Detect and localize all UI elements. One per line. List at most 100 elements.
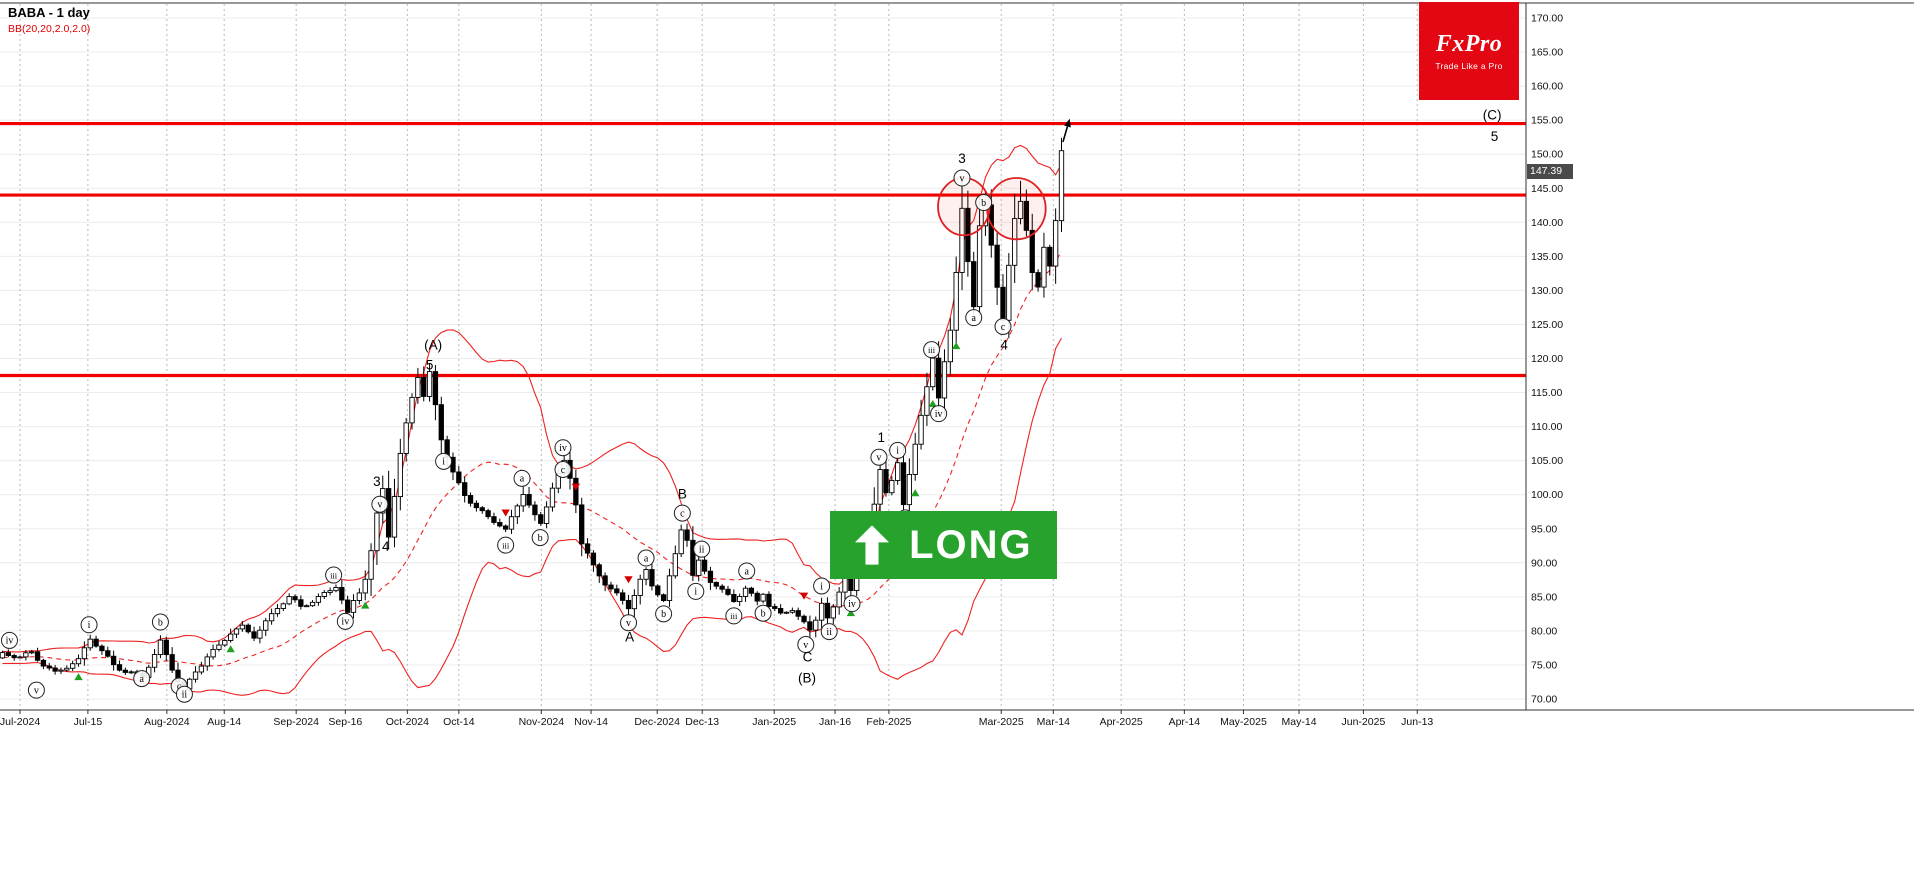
candle xyxy=(263,617,269,637)
candle xyxy=(192,666,199,683)
candle xyxy=(690,526,696,581)
candle xyxy=(409,393,415,430)
candle xyxy=(1058,137,1065,233)
candle xyxy=(491,512,497,525)
wave-label: i xyxy=(896,446,899,457)
wave-label: ii xyxy=(182,690,188,701)
wave-label-circle xyxy=(813,577,831,595)
candle xyxy=(403,418,409,462)
long-signal-banner: LONG xyxy=(830,511,1058,580)
wave-label: a xyxy=(139,674,144,685)
price-tick-label: 80.00 xyxy=(1531,625,1557,637)
candle xyxy=(947,317,953,376)
candle xyxy=(508,509,515,534)
current-price-tag: 147.39 xyxy=(1527,164,1573,180)
wave-label: 5 xyxy=(1491,129,1499,144)
time-tick-label: Aug-14 xyxy=(207,716,241,728)
wave-label-circle xyxy=(820,623,838,641)
candle xyxy=(245,623,251,634)
price-tick-label: 145.00 xyxy=(1531,183,1563,195)
wave-label: 3 xyxy=(373,474,381,489)
candle xyxy=(397,438,403,511)
time-tick-label: Dec-13 xyxy=(685,716,719,728)
wave-label-circle xyxy=(531,529,549,547)
wave-label: a xyxy=(971,313,976,324)
wave-label: v xyxy=(960,173,965,184)
wave-label: iii xyxy=(502,540,510,550)
candle xyxy=(725,585,731,596)
wave-label: b xyxy=(661,609,666,620)
time-tick-label: Jan-2025 xyxy=(752,716,796,728)
candle xyxy=(801,614,807,624)
candle xyxy=(813,616,819,638)
candle xyxy=(58,667,64,674)
wave-label: 3 xyxy=(958,151,966,166)
candle xyxy=(11,653,17,661)
candle xyxy=(1041,232,1047,298)
candle xyxy=(438,396,444,457)
candle xyxy=(350,594,357,619)
time-tick-label: May-2025 xyxy=(1220,716,1267,728)
candle xyxy=(362,570,368,601)
candle xyxy=(631,589,638,618)
wave-label: iii xyxy=(730,611,738,621)
candle xyxy=(994,232,1000,305)
candle xyxy=(385,470,392,550)
wave-label: 5 xyxy=(426,357,434,372)
candle xyxy=(818,597,825,629)
candle xyxy=(549,482,556,512)
candle xyxy=(268,608,275,625)
wave-label: v xyxy=(34,685,39,696)
wave-label: (B) xyxy=(798,671,816,686)
sell-arrow-icon xyxy=(624,576,633,584)
price-axis[interactable]: 170.00 165.00 160.00 155.00 150.00 145.00 140.… xyxy=(1531,13,1563,706)
bb-middle-band xyxy=(2,250,1062,667)
time-tick-label: Nov-14 xyxy=(574,716,608,728)
candle xyxy=(579,497,585,557)
candle xyxy=(824,597,831,624)
wave-label: v xyxy=(377,500,382,511)
candle xyxy=(467,492,474,507)
candle xyxy=(696,554,702,582)
candle xyxy=(233,627,240,639)
time-tick-label: Sep-2024 xyxy=(273,716,319,728)
price-tick-label: 110.00 xyxy=(1531,421,1562,433)
time-tick-label: Mar-2025 xyxy=(979,716,1024,728)
price-tick-label: 120.00 xyxy=(1531,353,1563,365)
candle xyxy=(415,368,421,404)
wave-label: b xyxy=(761,608,766,619)
logo-brand-text: FxPro xyxy=(1435,31,1503,57)
wave-label-circle xyxy=(687,582,705,600)
candle xyxy=(309,600,316,607)
wave-label: v xyxy=(876,453,881,464)
price-tick-label: 100.00 xyxy=(1531,489,1563,501)
candle xyxy=(93,635,99,648)
resistance-lines-layer xyxy=(0,121,1526,378)
wave-label: C xyxy=(803,649,813,664)
time-tick-label: Apr-2025 xyxy=(1100,716,1143,728)
candle xyxy=(625,594,632,618)
projection-arrow-head xyxy=(1064,118,1071,128)
time-axis[interactable]: Jul-2024 Jul-15 Aug-2024 Aug-14 Sep-2024 Sep-… xyxy=(0,710,1433,728)
price-tick-label: 105.00 xyxy=(1531,455,1563,467)
wave-label-circle xyxy=(738,562,756,580)
candle xyxy=(754,591,760,606)
wave-label: B xyxy=(678,487,687,502)
candle xyxy=(795,607,801,620)
grid-layer xyxy=(0,4,1526,710)
wave-label-circle xyxy=(554,461,572,479)
candle xyxy=(222,639,228,647)
candle xyxy=(479,505,485,514)
candle xyxy=(64,665,70,672)
candle xyxy=(450,452,456,481)
candle xyxy=(836,587,842,615)
wave-label: A xyxy=(625,630,634,645)
wave-label-circle xyxy=(965,309,983,327)
wave-label: i xyxy=(442,457,445,468)
candle xyxy=(227,628,234,643)
buy-arrow-icon xyxy=(74,673,83,681)
wave-label: b xyxy=(538,533,543,544)
wave-label-circle xyxy=(889,441,907,459)
candle xyxy=(333,584,339,593)
